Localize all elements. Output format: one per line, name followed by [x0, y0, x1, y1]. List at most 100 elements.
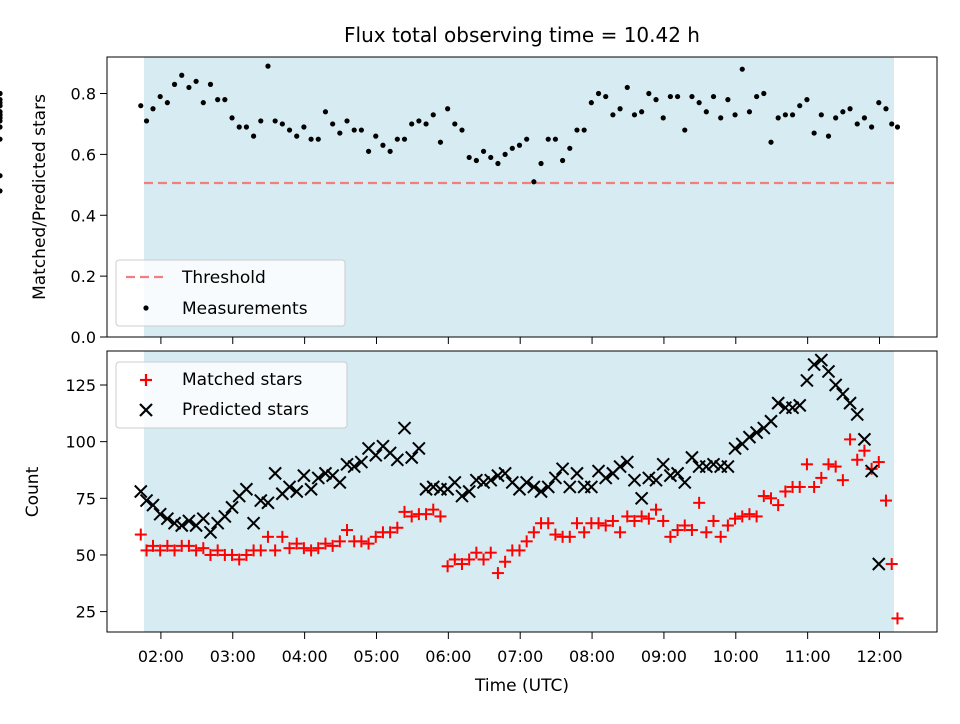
- matched-star-point: [134, 528, 147, 541]
- measurement-point: [0, 103, 3, 109]
- matched-star-point: [463, 553, 476, 566]
- matched-star-point: [333, 535, 346, 548]
- matched-star-point: [721, 519, 734, 532]
- matched-star-point: [154, 544, 167, 557]
- measurement-point: [315, 136, 321, 142]
- top-y-ticks: 0.0 0.2 0.4 0.6 0.8: [71, 85, 107, 347]
- measurement-point: [617, 106, 623, 112]
- matched-star-point: [729, 512, 742, 525]
- matched-star-point: [226, 548, 239, 561]
- measurement-point: [0, 118, 3, 124]
- bottom-legend: Matched stars Predicted stars: [115, 361, 348, 429]
- matched-star-point: [420, 508, 433, 521]
- measurement-point: [157, 93, 163, 100]
- predicted-star-point: [340, 457, 354, 472]
- matched-star-point: [434, 510, 447, 523]
- predicted-star-point: [476, 475, 491, 490]
- matched-star-point: [879, 494, 892, 507]
- top-axes-frame: [106, 56, 938, 338]
- matched-star-point: [664, 530, 677, 543]
- measurement-point: [703, 109, 709, 115]
- measurement-point: [854, 121, 860, 127]
- measurement-point: [222, 97, 228, 103]
- matched-star-point: [140, 544, 153, 557]
- measurement-point: [373, 133, 379, 139]
- measurement-point: [179, 72, 185, 78]
- predicted-star-point: [634, 491, 649, 506]
- predicted-star-point: [519, 475, 534, 490]
- measurement-point: [797, 103, 803, 109]
- x-tick-label: 09:00: [641, 647, 687, 666]
- predicted-star-point: [785, 400, 800, 415]
- x-axis-label: Time (UTC): [474, 676, 569, 696]
- predicted-star-point: [448, 475, 462, 490]
- x-tick-label: 03:00: [210, 647, 256, 666]
- measurement-point: [538, 160, 544, 167]
- predicted-star-point: [749, 425, 764, 440]
- measurement-point: [207, 81, 214, 87]
- x-tick-label: 10:00: [713, 647, 759, 666]
- matched-star-point: [865, 462, 878, 475]
- legend-matched-swatch: [140, 374, 152, 386]
- predicted-star-point: [347, 459, 361, 474]
- predicted-star-point: [541, 480, 555, 494]
- bottom-y-tick-label: 50: [76, 546, 96, 565]
- predicted-star-point: [821, 364, 836, 379]
- bottom-axes-frame: [106, 350, 938, 633]
- predicted-star-point: [311, 471, 325, 485]
- measurement-point: [193, 78, 199, 84]
- matched-star-point: [398, 505, 411, 518]
- measurement-point: [894, 124, 901, 130]
- predicted-star-point: [850, 407, 864, 422]
- measurement-point: [552, 136, 559, 142]
- measurement-point: [825, 133, 832, 139]
- predicted-star-point: [807, 357, 821, 372]
- predicted-star-point: [764, 414, 778, 428]
- measurement-point: [286, 127, 293, 133]
- measurement-point: [445, 106, 451, 112]
- measurement-point: [754, 93, 760, 100]
- matched-star-point: [628, 514, 641, 527]
- bottom-y-tick-label: 75: [76, 489, 96, 508]
- matched-star-point: [657, 514, 670, 527]
- legend-measurements-label: Measurements: [182, 299, 308, 319]
- predicted-star-point: [828, 378, 843, 392]
- predicted-star-point: [175, 518, 189, 533]
- matched-star-point: [305, 544, 318, 557]
- matched-star-point: [211, 544, 224, 557]
- matched-star-point: [341, 524, 354, 537]
- matched-star-point: [190, 544, 203, 557]
- measurement-point: [624, 84, 630, 91]
- matched-star-point: [592, 517, 605, 530]
- predicted-star-point: [333, 475, 347, 490]
- matched-star-point: [822, 458, 835, 471]
- measurement-point: [889, 121, 895, 127]
- predicted-star-point: [282, 480, 297, 494]
- measurement-point: [768, 139, 774, 145]
- measurement-point: [603, 93, 609, 100]
- predicted-star-point: [800, 373, 814, 388]
- matched-star-point: [570, 517, 583, 530]
- predicted-star-point: [649, 473, 663, 487]
- measurement-point: [236, 124, 242, 130]
- predicted-star-point: [728, 441, 742, 456]
- measurement-point: [401, 136, 408, 142]
- matched-star-point: [276, 530, 289, 543]
- measurement-point: [416, 118, 422, 124]
- bottom-y-tick-label: 100: [65, 433, 96, 452]
- predicted-star-point: [225, 500, 239, 515]
- predicted-star-point: [678, 475, 692, 490]
- matched-star-point: [455, 558, 468, 571]
- matched-star-point: [290, 537, 303, 550]
- matched-star-point: [858, 444, 871, 457]
- matched-star-point: [355, 535, 368, 548]
- measurement-point: [351, 127, 357, 133]
- measurement-point: [380, 142, 386, 148]
- predicted-star-point: [160, 511, 175, 526]
- predicted-star-point: [857, 432, 872, 447]
- measurement-point: [883, 106, 889, 112]
- measurement-point: [480, 148, 487, 154]
- measurement-point: [524, 136, 530, 142]
- measurement-point: [761, 90, 767, 97]
- predicted-star-point: [182, 514, 196, 528]
